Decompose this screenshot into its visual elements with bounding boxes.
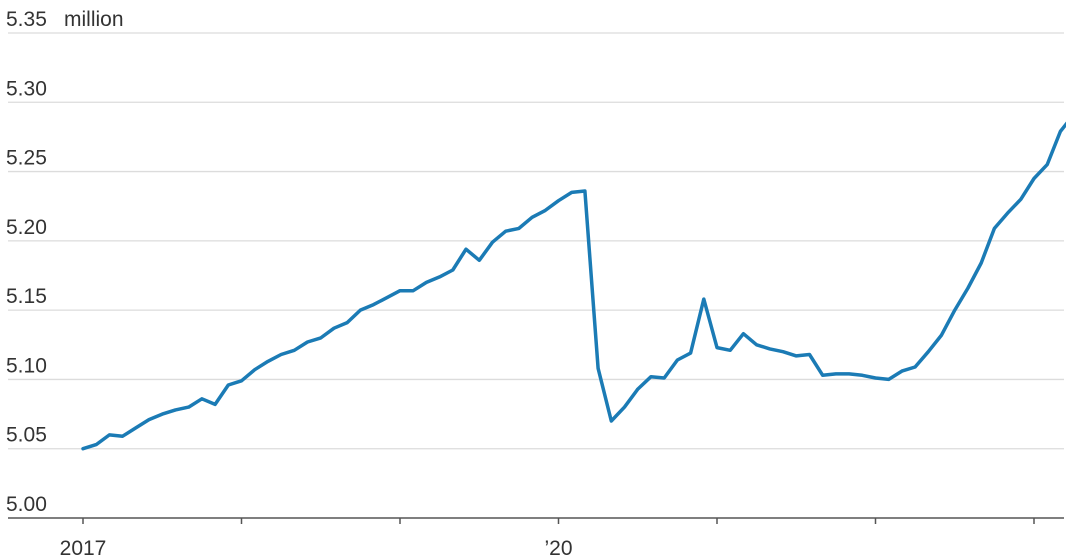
series-point (848, 372, 851, 375)
series-point (663, 377, 666, 380)
series-point (385, 296, 388, 299)
series-point (174, 408, 177, 411)
series-point (346, 321, 349, 324)
series-point (95, 443, 98, 446)
series-point (306, 341, 309, 344)
series-point (293, 349, 296, 352)
y-axis-tick-labels: 5.35 5.30 5.25 5.20 5.15 5.10 5.05 5.00 (6, 8, 47, 516)
series-point (636, 388, 639, 391)
y-tick-label: 5.20 (6, 216, 47, 239)
series-point (729, 349, 732, 352)
series-point (716, 346, 719, 349)
series-point (768, 347, 771, 350)
series-point (200, 397, 203, 400)
series-point (319, 336, 322, 339)
y-tick-label: 5.15 (6, 285, 47, 308)
series-point (755, 343, 758, 346)
series-point (504, 230, 507, 233)
series-point (333, 327, 336, 330)
x-tick-label: ’20 (544, 537, 572, 560)
series-point (742, 332, 745, 335)
series-point (478, 259, 481, 262)
series-point (161, 413, 164, 416)
series-point (425, 281, 428, 284)
series-point (874, 377, 877, 380)
series-point (240, 379, 243, 382)
series-point (557, 199, 560, 202)
series-point (821, 374, 824, 377)
series-point (148, 418, 151, 421)
series-point (808, 353, 811, 356)
series-point (187, 406, 190, 409)
series-point (465, 248, 468, 251)
x-tick-label: 2017 (60, 537, 107, 560)
y-tick-label: 5.25 (6, 147, 47, 170)
series-line (81, 121, 1066, 451)
series-point (570, 191, 573, 194)
series-point (914, 366, 917, 369)
series-point (82, 447, 85, 450)
series-point (834, 372, 837, 375)
series-point (108, 433, 111, 436)
series-point (544, 209, 547, 212)
series-point (517, 227, 520, 230)
series-point (412, 289, 415, 292)
series-point (1059, 130, 1062, 133)
series-point (597, 367, 600, 370)
series-point (795, 354, 798, 357)
gridlines (8, 32, 1064, 450)
series-point (1046, 163, 1049, 166)
y-tick-label: 5.30 (6, 77, 47, 100)
series-point (1006, 212, 1009, 215)
series-point (438, 275, 441, 278)
y-tick-label: 5.10 (6, 354, 47, 377)
series-point (280, 353, 283, 356)
series-point (491, 241, 494, 244)
series-point (940, 334, 943, 337)
y-tick-label: 5.35 (6, 8, 47, 31)
y-axis-unit-label: million (64, 8, 124, 31)
series-point (702, 298, 705, 301)
series-point (993, 227, 996, 230)
series-point (980, 262, 983, 265)
series-point (650, 375, 653, 378)
series-point (227, 384, 230, 387)
series-point (372, 303, 375, 306)
series-point (887, 378, 890, 381)
series-point (610, 420, 613, 423)
series-point (782, 350, 785, 353)
series-point (953, 309, 956, 312)
series-point (689, 352, 692, 355)
series-point (967, 287, 970, 290)
series-point (927, 350, 930, 353)
y-tick-label: 5.05 (6, 424, 47, 447)
series-point (121, 435, 124, 438)
series-point (861, 374, 864, 377)
y-tick-label: 5.00 (6, 493, 47, 516)
series-point (359, 309, 362, 312)
series-point (214, 403, 217, 406)
series-point (399, 289, 402, 292)
series-point (1019, 198, 1022, 201)
series-point (676, 359, 679, 362)
series-point (900, 370, 903, 373)
series-point (583, 190, 586, 193)
series-point (1033, 177, 1036, 180)
series-points (82, 113, 1066, 450)
series-point (451, 269, 454, 272)
series-point (531, 216, 534, 219)
x-axis-ticks: 2017 ’20 (60, 518, 1035, 560)
series-point (623, 406, 626, 409)
series-point (134, 426, 137, 429)
series-point (253, 368, 256, 371)
series-point (266, 360, 269, 363)
